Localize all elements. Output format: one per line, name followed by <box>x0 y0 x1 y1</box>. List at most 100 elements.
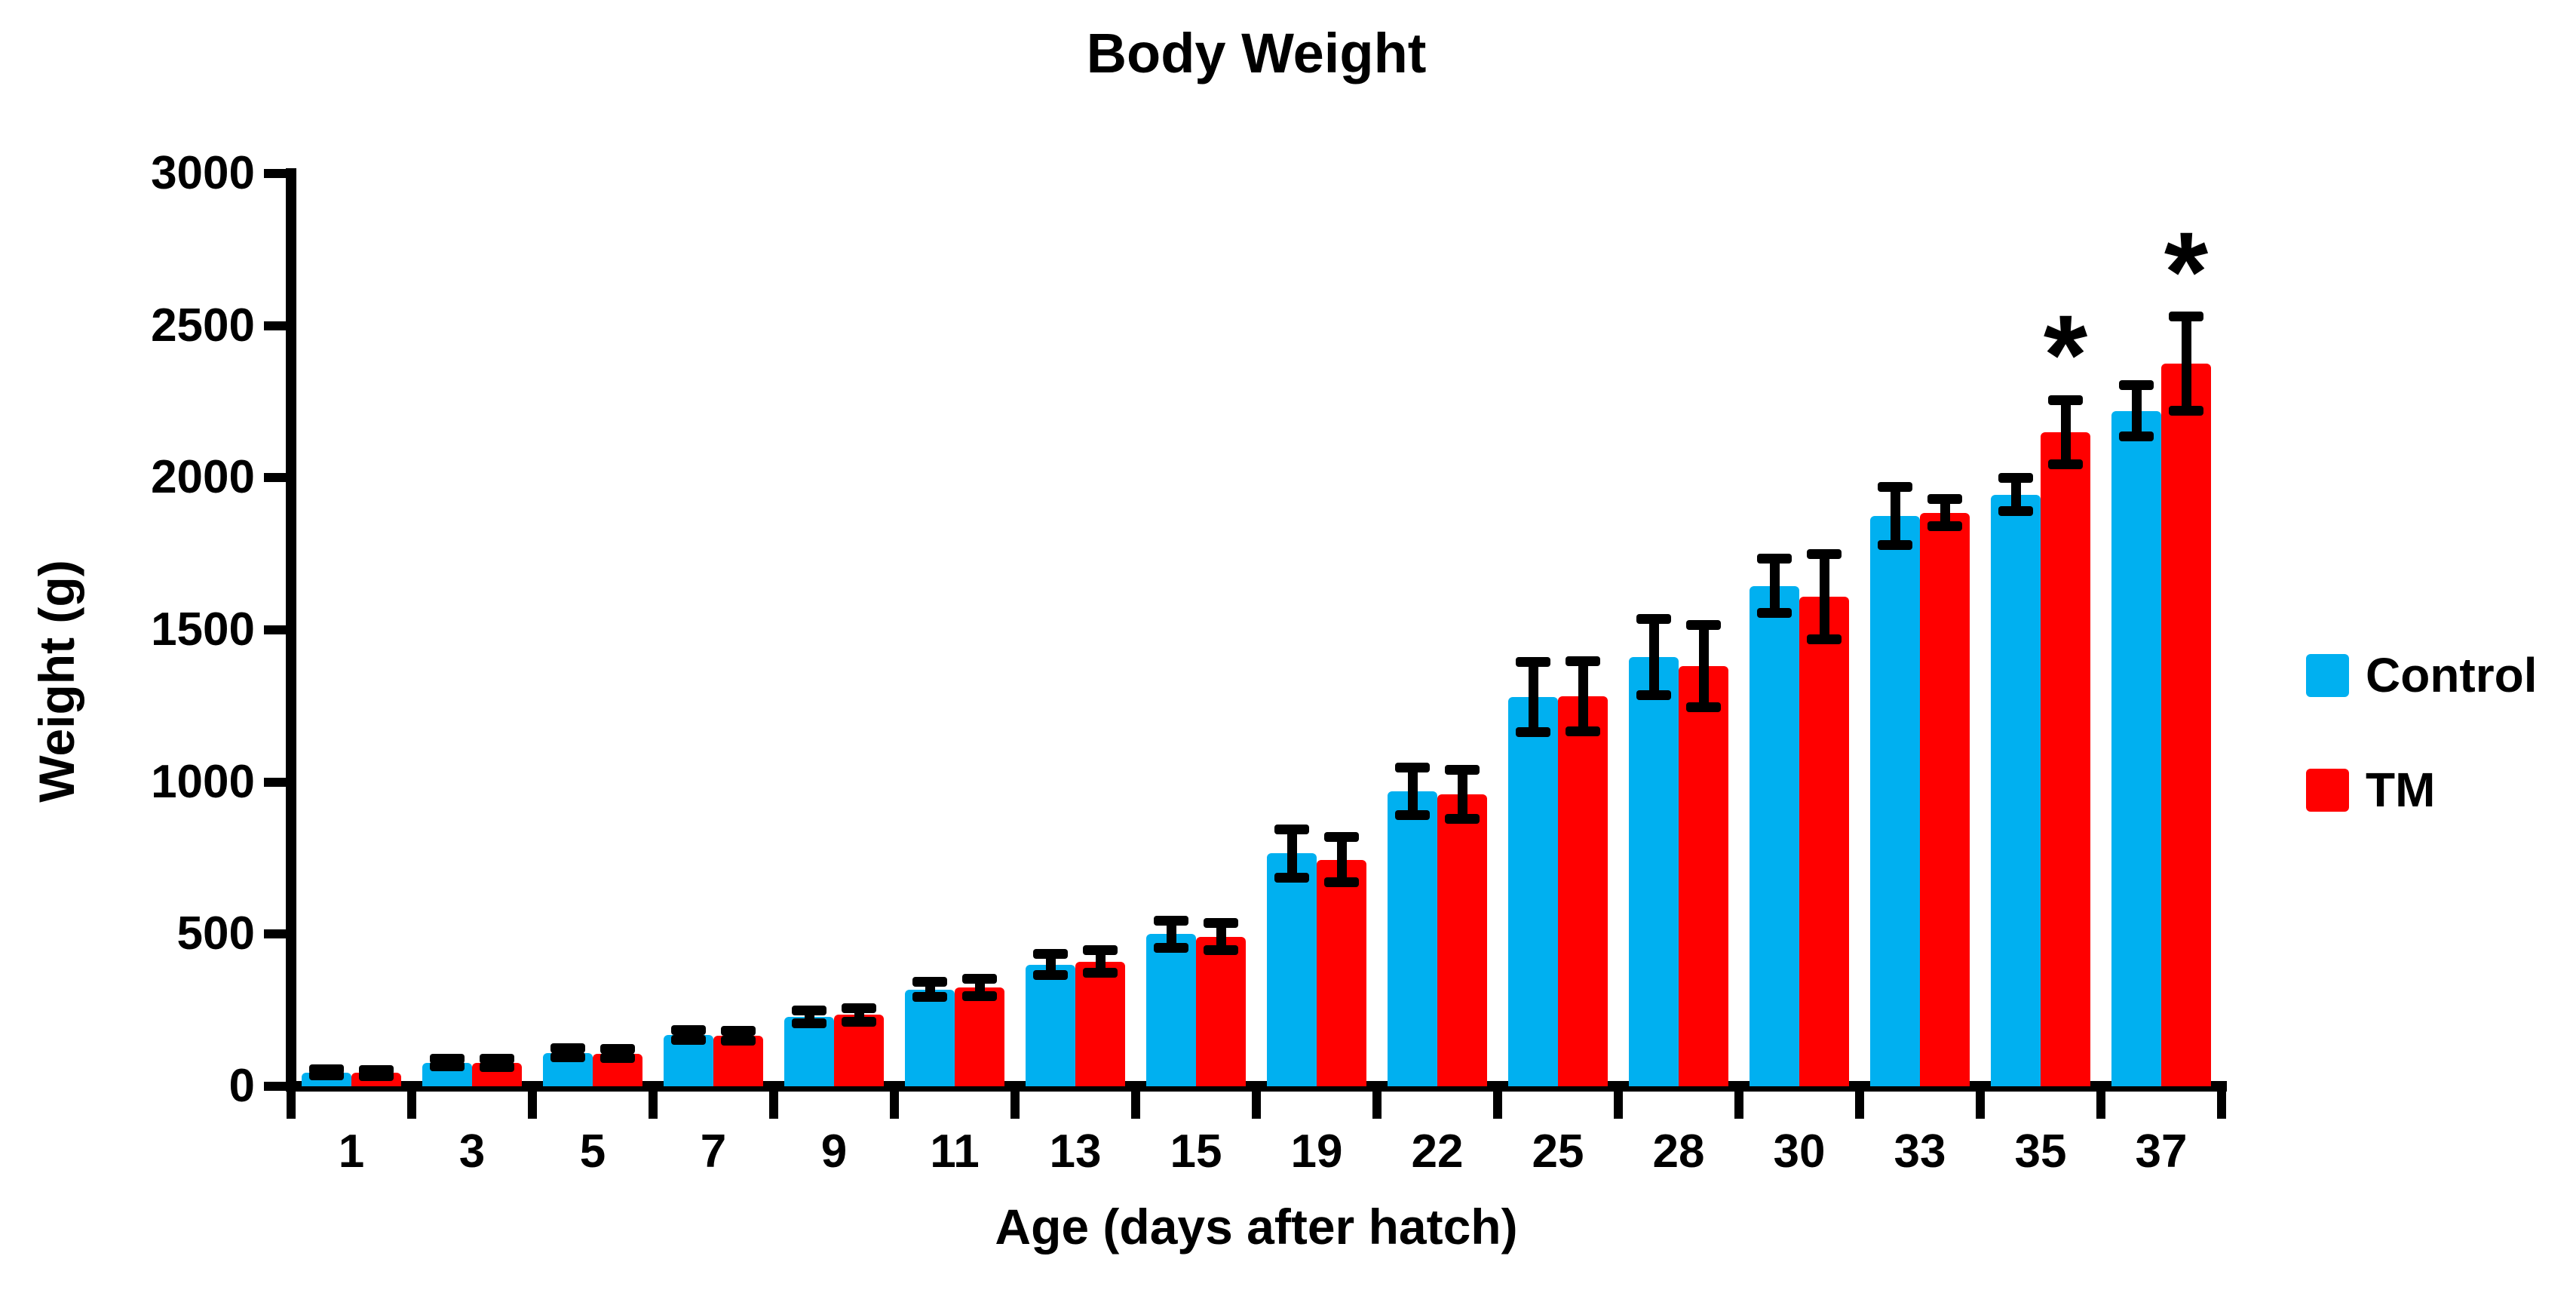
error-bar-cap-top <box>1686 619 1721 630</box>
error-bar-cap-bottom <box>1927 521 1962 532</box>
error-bar-cap-bottom <box>480 1062 514 1073</box>
error-bar-cap-top <box>480 1054 514 1064</box>
bar-tm-13 <box>1075 961 1125 1086</box>
error-bar-cap-top <box>1566 656 1600 667</box>
x-tick <box>649 1092 658 1119</box>
error-bar-cap-top <box>1033 949 1068 960</box>
error-bar-cap-top <box>1154 915 1188 926</box>
bar-control-11 <box>905 989 955 1086</box>
error-bar-cap-bottom <box>1395 809 1430 820</box>
error-bar-line <box>2181 316 2191 411</box>
error-bar-cap-bottom <box>1878 539 1912 550</box>
error-bar-cap-bottom <box>1204 945 1238 956</box>
error-bar-cap-top <box>962 974 997 984</box>
y-tick-label: 500 <box>176 908 255 960</box>
error-bar-cap-bottom <box>1445 813 1480 824</box>
x-tick <box>890 1092 899 1119</box>
error-bar-cap-bottom <box>550 1052 585 1063</box>
x-tick-label: 15 <box>1170 1126 1222 1178</box>
bar-control-30 <box>1750 585 1799 1086</box>
error-bar-cap-bottom <box>2048 459 2083 469</box>
bar-tm-33 <box>1920 512 1970 1086</box>
x-tick-label: 33 <box>1894 1126 1946 1178</box>
y-axis-line <box>286 168 296 1092</box>
bar-tm-30 <box>1799 596 1849 1086</box>
error-bar-cap-top <box>2169 312 2203 322</box>
x-tick-label: 19 <box>1290 1126 1343 1178</box>
error-bar-cap-top <box>2048 395 2083 405</box>
error-bar-line <box>1286 829 1297 878</box>
bar-control-9 <box>784 1017 834 1086</box>
error-bar-line <box>1166 920 1176 948</box>
error-bar-cap-bottom <box>1807 634 1842 644</box>
error-bar-line <box>1095 950 1106 973</box>
error-bar-cap-top <box>1757 553 1792 564</box>
error-bar-cap-top <box>1083 944 1118 955</box>
y-tick <box>264 1082 291 1091</box>
bar-tm-15 <box>1196 936 1246 1086</box>
x-tick <box>1855 1092 1864 1119</box>
bar-control-13 <box>1026 964 1075 1086</box>
y-tick <box>264 321 291 330</box>
y-tick-label: 2000 <box>151 451 255 504</box>
error-bar-cap-bottom <box>1033 970 1068 981</box>
y-axis-title: Weight (g) <box>29 560 84 803</box>
error-bar-cap-top <box>671 1025 706 1036</box>
legend-label-tm: TM <box>2366 763 2436 817</box>
y-tick-label: 1000 <box>151 755 255 808</box>
bar-tm-25 <box>1558 696 1608 1086</box>
tm-swatch-icon <box>2306 768 2349 812</box>
bar-control-33 <box>1870 515 1920 1086</box>
error-bar-line <box>2010 478 2021 511</box>
error-bar-cap-top <box>1636 614 1671 625</box>
error-bar-cap-top <box>1516 656 1550 667</box>
significance-asterisk: * <box>2043 291 2088 419</box>
error-bar-cap-bottom <box>1566 726 1600 736</box>
x-tick <box>1734 1092 1743 1119</box>
error-bar-cap-bottom <box>721 1036 756 1046</box>
error-bar-cap-bottom <box>1154 942 1188 953</box>
error-bar-cap-bottom <box>912 992 947 1003</box>
x-axis-line <box>286 1081 2227 1092</box>
x-tick <box>1976 1092 1985 1119</box>
error-bar-cap-bottom <box>1686 702 1721 712</box>
y-tick <box>264 625 291 634</box>
x-tick <box>769 1092 778 1119</box>
error-bar-cap-bottom <box>2119 431 2154 442</box>
x-tick-label: 22 <box>1411 1126 1464 1178</box>
error-bar-cap-top <box>600 1044 635 1055</box>
x-tick-label: 9 <box>820 1126 848 1178</box>
bar-tm-9 <box>834 1015 884 1086</box>
error-bar-line <box>2131 385 2142 437</box>
x-tick-label: 25 <box>1532 1126 1584 1178</box>
error-bar-cap-top <box>792 1006 826 1016</box>
error-bar-cap-bottom <box>430 1061 465 1071</box>
error-bar-cap-bottom <box>1516 726 1550 737</box>
legend-label-control: Control <box>2366 648 2538 702</box>
error-bar-cap-bottom <box>1324 877 1359 888</box>
error-bar-cap-top <box>1324 831 1359 842</box>
error-bar-cap-top <box>2119 379 2154 390</box>
control-swatch-icon <box>2306 653 2349 697</box>
x-tick-label: 37 <box>2135 1126 2188 1178</box>
error-bar-line <box>1940 499 1950 527</box>
error-bar-line <box>1528 662 1538 732</box>
error-bar-line <box>2060 400 2071 465</box>
error-bar-cap-top <box>550 1043 585 1054</box>
error-bar-cap-bottom <box>2169 406 2203 416</box>
error-bar-cap-bottom <box>1636 690 1671 701</box>
y-tick <box>264 473 291 483</box>
error-bar-line <box>1890 487 1900 545</box>
error-bar-cap-top <box>1204 917 1238 928</box>
bar-control-35 <box>1991 494 2041 1086</box>
error-bar-cap-top <box>1445 765 1480 775</box>
error-bar-cap-bottom <box>1083 968 1118 978</box>
error-bar-cap-top <box>1274 824 1309 834</box>
y-tick-label: 1500 <box>151 603 255 656</box>
error-bar-line <box>1819 554 1829 640</box>
x-tick-label: 1 <box>338 1126 365 1178</box>
error-bar-cap-bottom <box>1757 608 1792 619</box>
y-tick <box>264 929 291 939</box>
error-bar-cap-bottom <box>1274 873 1309 883</box>
bar-tm-22 <box>1437 794 1487 1086</box>
